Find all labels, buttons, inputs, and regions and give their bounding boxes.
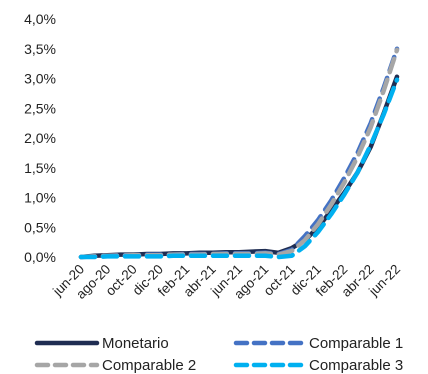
series-lines [78,46,400,260]
legend-label-3: Comparable 2 [102,357,196,374]
y-tick-label: 3,0% [24,71,56,87]
y-tick-label: 0,5% [24,219,56,235]
y-tick-label: 2,5% [24,100,56,116]
legend-label-1: Monetario [102,335,169,352]
y-tick-label: 2,0% [24,130,56,146]
legend: Monetario Comparable 1 Comparable 2 Compara… [34,335,403,374]
series-line-4 [78,77,400,260]
y-axis: 0,0% 0,5% 1,0% 1,5% 2,0% 2,5% 3,0% 3,5% 4,0% [24,11,56,265]
y-tick-label: 0,0% [24,249,56,265]
legend-label-2: Comparable 1 [309,335,403,352]
series-line-3 [78,47,400,260]
legend-label-4: Comparable 3 [309,357,403,374]
y-tick-label: 1,0% [24,190,56,206]
x-axis: jun-20ago-20oct-20dic-20feb-21abr-21jun-… [49,262,403,302]
y-tick-label: 1,5% [24,160,56,176]
y-tick-label: 3,5% [24,41,56,57]
series-line-2 [78,46,400,260]
y-tick-label: 4,0% [24,11,56,27]
